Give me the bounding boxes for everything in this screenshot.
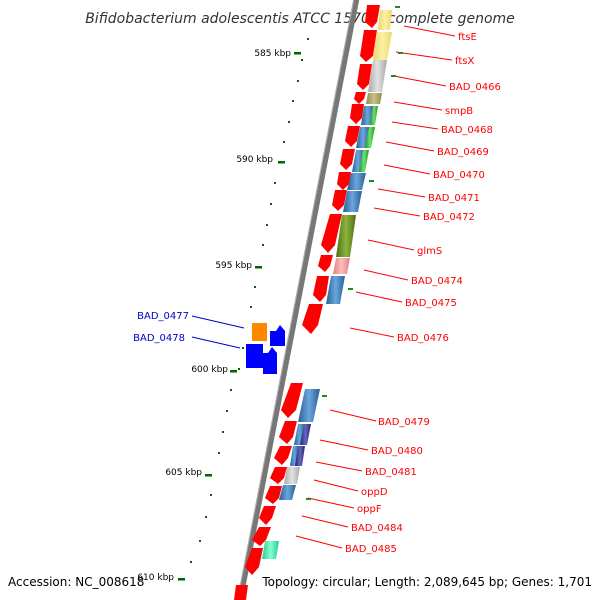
kbp-ticks: 585 kbp 590 kbp 595 kbp 600 kbp 605 kbp … — [137, 49, 301, 583]
leader-lines-left — [191, 315, 245, 349]
cog-bar — [347, 173, 366, 190]
gene-arrow-BAD_0485[interactable] — [252, 527, 271, 546]
gene-arrow-BAD_0468[interactable] — [350, 104, 364, 124]
tick-label: 590 kbp — [236, 155, 273, 165]
genome-summary: Topology: circular; Length: 2,089,645 bp… — [261, 575, 592, 589]
gene-label-BAD_0469[interactable]: BAD_0469 — [437, 147, 489, 158]
gene-arrow-BAD_0477[interactable] — [270, 325, 285, 346]
cog-bar — [365, 127, 375, 148]
gene-arrow-BAD_0471[interactable] — [337, 172, 351, 190]
cog-bar — [298, 389, 320, 422]
cog-bar — [359, 150, 369, 172]
cog-bar — [368, 60, 387, 92]
gene-arrow-smpB[interactable] — [354, 92, 366, 104]
tick-label: 605 kbp — [165, 468, 202, 478]
gene-label-BAD_0466[interactable]: BAD_0466 — [449, 82, 501, 93]
gene-arrow-oppD[interactable] — [270, 467, 287, 484]
cog-bar — [366, 93, 382, 104]
gene-arrow-BAD_0469[interactable] — [345, 126, 360, 147]
gene-label-BAD_0476[interactable]: BAD_0476 — [397, 333, 449, 344]
forward-genes — [234, 5, 380, 600]
track-markers — [306, 6, 403, 500]
gene-label-BAD_0479[interactable]: BAD_0479 — [378, 417, 430, 428]
reverse-genes — [246, 323, 285, 374]
gene-arrow-BAD_0476[interactable] — [302, 304, 323, 334]
gene-label-BAD_0470[interactable]: BAD_0470 — [433, 170, 485, 181]
gene-arrow-BAD_0481[interactable] — [274, 446, 292, 465]
cog-bar — [294, 424, 305, 445]
tick-mark — [205, 474, 212, 477]
gene-labels-left: BAD_0477 BAD_0478 — [133, 311, 189, 344]
map-title: Bifidobacterium adolescentis ATCC 15703,… — [85, 11, 515, 27]
cog-bar — [326, 276, 345, 304]
gene-labels-right: ftsE ftsX BAD_0466 smpB BAD_0468 BAD_046… — [345, 32, 501, 555]
gene-arrow[interactable] — [245, 548, 263, 575]
gene-arrow-ftsX[interactable] — [360, 30, 377, 62]
gene-label-BAD_0468[interactable]: BAD_0468 — [441, 125, 493, 136]
cog-bar — [262, 541, 279, 559]
tick-label: 585 kbp — [254, 49, 291, 59]
accession-text: Accession: NC_008618 — [8, 575, 144, 589]
cog-track — [279, 10, 392, 500]
tick-mark — [178, 578, 185, 581]
gene-arrow-BAD_0478[interactable] — [263, 347, 277, 374]
gene-label-smpB[interactable]: smpB — [445, 106, 473, 117]
gene-label-BAD_0472[interactable]: BAD_0472 — [423, 212, 475, 223]
gene-label-BAD_0478[interactable]: BAD_0478 — [133, 333, 185, 344]
cog-bar — [333, 258, 350, 274]
gene-arrow-BAD_0475[interactable] — [313, 276, 329, 302]
cog-bar — [284, 467, 300, 484]
gene-label-oppF[interactable]: oppF — [357, 504, 382, 515]
gene-arrow-BAD_0480[interactable] — [279, 421, 297, 444]
tick-mark — [255, 266, 262, 269]
gene-label-BAD_0485[interactable]: BAD_0485 — [345, 544, 397, 555]
leader-lines — [295, 25, 456, 549]
tick-mark — [294, 52, 301, 55]
cog-bar — [336, 215, 356, 257]
gene-arrow-ftsE[interactable] — [365, 5, 380, 28]
gene-arrow-BAD_0466[interactable] — [357, 64, 372, 90]
tick-mark — [278, 161, 285, 164]
gene-arrow-BAD_0474[interactable] — [318, 255, 333, 272]
gene-arrow-BAD_0484[interactable] — [259, 506, 276, 525]
tick-mark — [230, 370, 237, 373]
gene-label-ftsE[interactable]: ftsE — [458, 32, 477, 43]
cog-bar — [370, 106, 378, 125]
gene-arrow-BAD_0472[interactable] — [332, 190, 347, 211]
tick-label: 600 kbp — [191, 365, 228, 375]
cog-bar — [279, 485, 296, 500]
cog-bar — [343, 191, 362, 212]
gene-arrow[interactable] — [234, 585, 248, 600]
cog-bar — [300, 424, 311, 445]
gene-label-BAD_0480[interactable]: BAD_0480 — [371, 446, 423, 457]
tick-dots — [190, 38, 309, 563]
gene-arrow-oppF[interactable] — [265, 486, 282, 504]
tick-label: 610 kbp — [137, 573, 174, 583]
gene-label-BAD_0471[interactable]: BAD_0471 — [428, 193, 480, 204]
gene-label-BAD_0474[interactable]: BAD_0474 — [411, 276, 463, 287]
genome-backbone — [236, 0, 360, 600]
gene-label-BAD_0477[interactable]: BAD_0477 — [137, 311, 189, 322]
gene-arrow-BAD_0470[interactable] — [340, 149, 355, 170]
cog-bar — [378, 10, 392, 30]
gene-label-ftsX[interactable]: ftsX — [455, 56, 474, 67]
cog-bar — [252, 323, 267, 341]
gene-arrow-glmS[interactable] — [321, 214, 342, 253]
gene-label-BAD_0481[interactable]: BAD_0481 — [365, 467, 417, 478]
tick-label: 595 kbp — [215, 261, 252, 271]
gene-label-glmS[interactable]: glmS — [417, 246, 442, 257]
cog-bar — [373, 32, 392, 60]
gene-arrow-BAD_0479[interactable] — [281, 383, 303, 418]
gene-label-BAD_0484[interactable]: BAD_0484 — [351, 523, 403, 534]
cog-bar — [246, 344, 263, 368]
gene-label-oppD[interactable]: oppD — [361, 487, 388, 498]
gene-label-BAD_0475[interactable]: BAD_0475 — [405, 298, 457, 309]
cog-bar — [295, 446, 305, 466]
